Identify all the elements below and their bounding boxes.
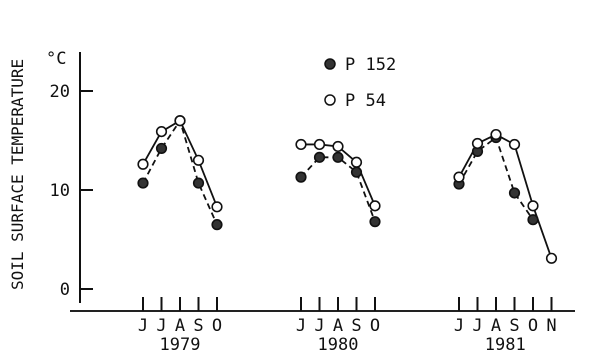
month-label-1981-5: N	[546, 316, 556, 336]
month-label-1981-1: J	[472, 316, 482, 336]
month-label-1981-2: A	[491, 316, 501, 336]
legend-marker-p54	[324, 94, 336, 106]
point-p54-1979-0	[137, 158, 149, 170]
legend: P 152 P 54	[324, 55, 396, 111]
point-p54-1981-5	[545, 252, 558, 264]
y-tick-label-20: 20	[50, 82, 70, 102]
month-label-1979-0: J	[138, 316, 148, 336]
month-label-1980-4: O	[370, 316, 380, 336]
point-p54-1981-2	[490, 128, 502, 141]
point-p152-1979-1	[155, 142, 168, 155]
point-p54-1979-2	[174, 115, 186, 127]
month-label-1980-1: J	[314, 316, 324, 336]
year-label-1979: 1979	[160, 335, 201, 355]
y-axis-title: SOIL SURFACE TEMPERATURE	[8, 59, 27, 290]
point-p54-1981-0	[453, 171, 465, 183]
line-p152-1980	[300, 156, 376, 222]
point-p54-1980-2	[332, 140, 344, 153]
point-p152-1980-1	[313, 151, 326, 163]
month-label-1979-1: J	[156, 316, 166, 336]
point-p152-1980-4	[369, 216, 381, 228]
point-p152-1981-3	[508, 187, 521, 199]
point-p54-1979-4	[211, 201, 223, 213]
y-axis-unit: °C	[46, 49, 66, 69]
month-label-1979-4: O	[212, 316, 222, 336]
point-p152-1980-2	[332, 151, 344, 163]
point-p54-1980-1	[313, 138, 326, 151]
month-label-1981-0: J	[454, 316, 464, 336]
legend-marker-p152	[324, 58, 336, 70]
point-p54-1979-1	[155, 125, 168, 138]
point-p54-1981-1	[471, 137, 484, 150]
point-p54-1979-3	[192, 154, 205, 166]
month-label-1981-3: S	[509, 316, 519, 336]
legend-label-p54: P 54	[345, 91, 386, 111]
month-label-1979-2: A	[175, 316, 185, 336]
point-p152-1979-0	[137, 177, 149, 189]
point-p54-1980-0	[295, 138, 307, 151]
line-p152-1981	[458, 136, 534, 221]
point-p152-1981-4	[527, 214, 539, 226]
point-p152-1979-3	[192, 177, 205, 189]
point-p152-1980-3	[350, 166, 363, 178]
point-p54-1981-3	[508, 138, 521, 151]
year-label-1980: 1980	[318, 335, 359, 355]
point-p152-1979-4	[211, 219, 223, 231]
y-tick-label-0: 0	[60, 280, 70, 300]
year-label-1981: 1981	[485, 335, 526, 355]
month-label-1980-3: S	[351, 316, 361, 336]
month-label-1980-2: A	[333, 316, 343, 336]
month-label-1979-3: S	[193, 316, 203, 336]
y-tick-label-10: 10	[50, 181, 70, 201]
point-p54-1981-4	[527, 200, 539, 212]
point-p152-1980-0	[295, 171, 307, 183]
line-p152-1979	[142, 118, 218, 226]
point-p54-1980-4	[369, 200, 381, 212]
legend-label-p152: P 152	[345, 55, 396, 75]
month-label-1980-0: J	[296, 316, 306, 336]
point-p54-1980-3	[350, 156, 363, 168]
month-label-1981-4: O	[528, 316, 538, 336]
